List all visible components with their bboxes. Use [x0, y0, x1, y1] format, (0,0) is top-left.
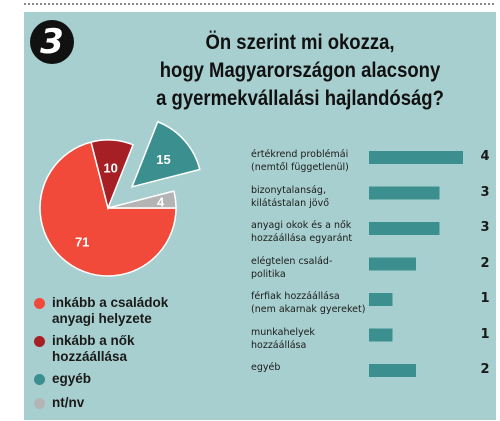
bar-category-label-1: értékrend problémái (nemtől függetlenül) [251, 148, 366, 174]
pie-slice-3 [130, 120, 201, 188]
bar-3 [369, 222, 440, 235]
pie-slice-label-3: 15 [156, 152, 170, 167]
bar-category-line: hozzáállása egyaránt [251, 233, 353, 244]
bar-category-label-3: anyagi okok és a nők hozzáállása egyaránt [251, 219, 366, 245]
title-line-2: hogy Magyarországon alacsony [159, 58, 441, 82]
bar-value-label-4: 2 [480, 255, 490, 271]
bar-category-line: munkahelyek [251, 326, 315, 338]
bar-category-line: egyéb [251, 362, 281, 373]
legend-label-line: nt/nv [52, 395, 85, 410]
chart-title: Ön szerint mi okozza, hogy Magyarországo… [137, 28, 464, 112]
pie-slice-2 [90, 139, 135, 211]
title-line-3: a gyermekvállalási hajlandóság? [156, 86, 444, 110]
bar-category-line: bizonytalanság, [251, 184, 326, 196]
legend-label-3: egyéb [52, 371, 91, 387]
legend-label-line: egyéb [52, 371, 92, 386]
bar-6 [369, 328, 393, 342]
top-dotted-rule [24, 3, 494, 5]
bar-category-line: elégtelen család- [251, 255, 333, 267]
legend-swatch-1 [34, 298, 45, 309]
pie-slice-4 [107, 190, 177, 209]
bar-value-label-3: 3 [480, 220, 490, 235]
bar-4 [369, 257, 416, 271]
legend-label-1: inkább a családok anyagi helyzete [52, 295, 168, 327]
bar-category-line: (nem akarnak gyereket) [251, 304, 366, 315]
legend-label-line: inkább a nők [52, 333, 135, 348]
legend-label-line: inkább a családok [52, 295, 169, 310]
bar-category-line: férfiak hozzáállása [251, 291, 340, 302]
legend-swatch-4 [34, 398, 45, 409]
legend-label-4: nt/nv [52, 395, 84, 411]
bar-category-label-5: férfiak hozzáállása (nem akarnak gyereket… [251, 290, 366, 316]
pie-slice-label-2: 10 [103, 160, 117, 175]
bar-category-line: értékrend problémái [251, 149, 349, 160]
pie-slice-label-4: 4 [157, 194, 165, 209]
legend-swatch-3 [34, 374, 45, 385]
bar-category-label-2: bizonytalanság, kilátástalan jövő [251, 184, 366, 210]
bar-category-label-4: elégtelen család-politika [251, 255, 366, 281]
legend-label-2: inkább a nők hozzáállása [52, 333, 135, 365]
bar-value-label-6: 1 [480, 326, 490, 342]
bar-2 [369, 186, 440, 200]
bar-7 [369, 364, 416, 377]
legend-swatch-2 [34, 336, 45, 347]
bar-value-label-2: 3 [480, 184, 490, 200]
bar-category-line: politika [251, 268, 286, 280]
legend-label-line: anyagi helyzete [52, 311, 152, 326]
bar-category-label-6: munkahelyek hozzáállása [251, 326, 366, 352]
bar-category-line: hozzáállása [251, 339, 307, 351]
pie-slice-label-1: 71 [75, 234, 89, 249]
bar-1 [369, 151, 463, 164]
bar-category-line: kilátástalan jövő [251, 197, 330, 209]
question-number-badge: 3 [30, 20, 74, 64]
bar-category-line: (nemtől függetlenül) [251, 162, 349, 173]
bar-category-label-7: egyéb [251, 361, 366, 374]
bar-value-label-7: 2 [480, 362, 490, 377]
title-line-1: Ön szerint mi okozza, [205, 30, 395, 54]
bar-value-label-5: 1 [480, 291, 490, 306]
bar-category-line: anyagi okok és a nők [251, 220, 352, 231]
bar-value-label-1: 4 [480, 149, 490, 164]
bar-5 [369, 293, 393, 306]
legend-label-line: hozzáállása [52, 349, 128, 364]
